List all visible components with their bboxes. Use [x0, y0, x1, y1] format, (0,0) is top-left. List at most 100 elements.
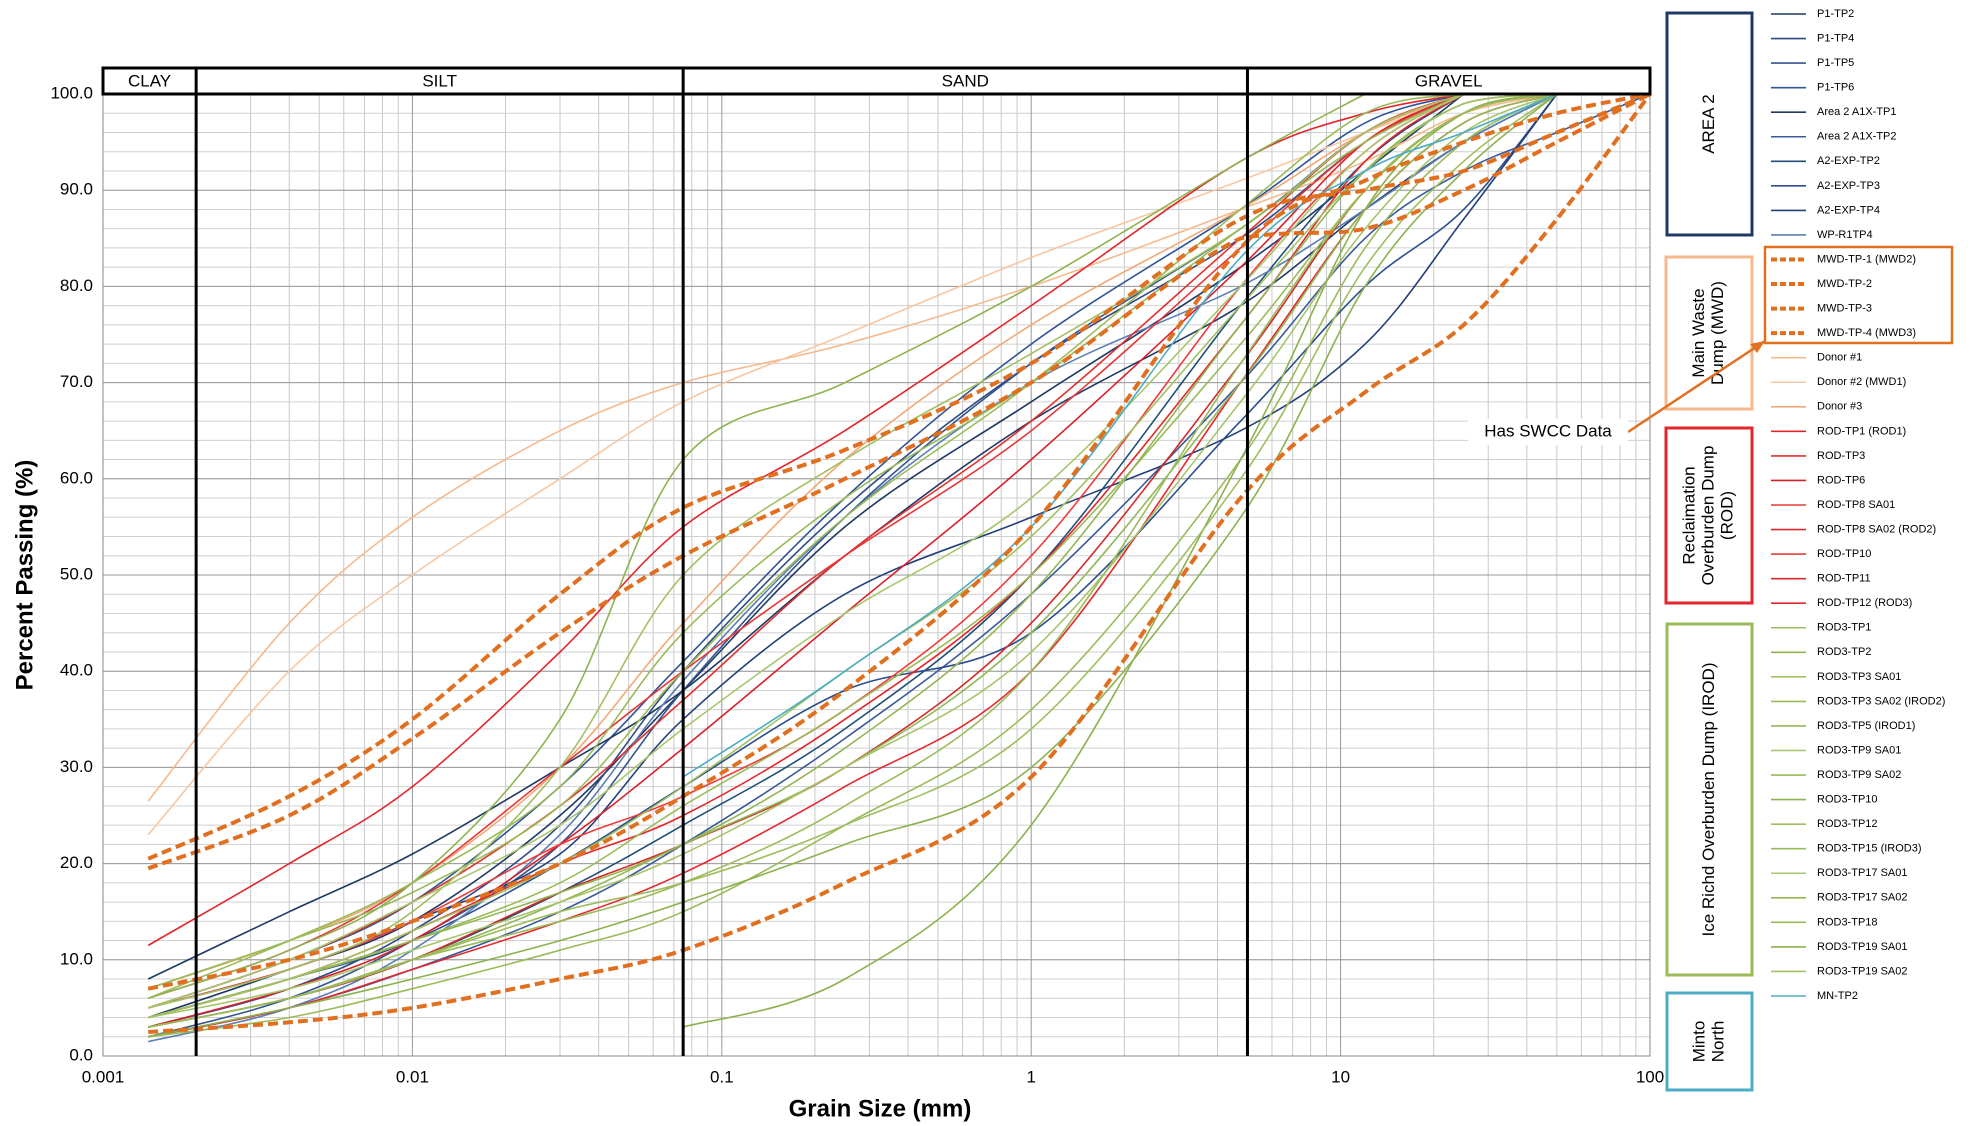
series-line [147, 92, 1651, 871]
series-line [148, 93, 1558, 1038]
y-tick-label: 70.0 [60, 372, 93, 391]
series-line [147, 93, 1366, 1000]
y-tick-label: 50.0 [60, 564, 93, 583]
series-line [147, 93, 1465, 1009]
legend-group-box [1664, 255, 1754, 411]
legend-label: Donor #1 [1817, 352, 1862, 364]
zone-label: GRAVEL [1415, 71, 1483, 90]
series-line [148, 93, 1651, 1038]
legend-label: MWD-TP-1 (MWD2) [1817, 253, 1916, 265]
x-tick-label: 0.001 [82, 1067, 125, 1086]
legend-label: MN-TP2 [1817, 990, 1858, 1002]
legend-label: ROD-TP8 SA01 [1817, 499, 1895, 511]
legend-group-label: Main Waste [1689, 288, 1708, 377]
legend-label: ROD-TP11 [1817, 573, 1871, 585]
series-line [147, 93, 1464, 990]
legend-group-label: Overburden Dump [1698, 446, 1717, 586]
legend-label: A2-EXP-TP3 [1817, 180, 1880, 192]
annotation-arrow [1627, 339, 1766, 434]
series-line [147, 93, 1464, 1009]
legend-label: ROD3-TP17 SA01 [1817, 867, 1907, 879]
legend-group-label: North [1708, 1021, 1727, 1063]
legend-label: MWD-TP-2 [1817, 278, 1872, 290]
series-line [147, 92, 1651, 861]
y-tick-label: 0.0 [69, 1045, 93, 1064]
series-line [148, 93, 1558, 1019]
x-tick-label: 0.01 [396, 1067, 429, 1086]
legend-label: ROD3-TP19 SA02 [1817, 965, 1907, 977]
legend-label: MWD-TP-3 [1817, 303, 1872, 315]
annotation-highlight [1763, 245, 1954, 345]
legend-label: ROD3-TP9 SA02 [1817, 769, 1901, 781]
legend-label: Donor #2 (MWD1) [1817, 376, 1906, 388]
legend-group-box [1665, 991, 1754, 1092]
series-line [147, 93, 1464, 1009]
legend-label: ROD3-TP18 [1817, 916, 1878, 928]
legend-label: P1-TP6 [1817, 82, 1854, 94]
series-line [682, 93, 1558, 778]
x-axis-title: Grain Size (mm) [789, 1095, 972, 1122]
legend-label: WP-R1TP4 [1817, 229, 1873, 241]
legend-label: Donor #3 [1817, 401, 1862, 413]
y-tick-label: 80.0 [60, 276, 93, 295]
annotation-arrowhead [1750, 341, 1765, 353]
y-axis-title: Percent Passing (%) [11, 460, 38, 691]
legend-label: ROD3-TP12 [1817, 818, 1878, 830]
series-line [147, 93, 1465, 1028]
legend-label: ROD3-TP5 (IROD1) [1817, 720, 1915, 732]
y-tick-label: 30.0 [60, 757, 93, 776]
legend-label: ROD3-TP1 [1817, 622, 1871, 634]
legend-label: ROD-TP10 [1817, 548, 1871, 560]
legend-label: ROD3-TP19 SA01 [1817, 941, 1907, 953]
legend-label: A2-EXP-TP4 [1817, 204, 1880, 216]
series-line [148, 93, 1558, 1028]
annotation: Has SWCC Data [1484, 421, 1612, 440]
legend-label: ROD3-TP3 SA02 (IROD2) [1817, 695, 1945, 707]
series-line [147, 93, 1465, 1000]
series-line [147, 93, 1464, 947]
legend-label: ROD3-TP2 [1817, 646, 1871, 658]
legend-label: P1-TP4 [1817, 32, 1854, 44]
legend-label: A2-EXP-TP2 [1817, 155, 1880, 167]
series-line [147, 92, 1651, 991]
series-line [682, 93, 1558, 1028]
legend-group-box [1664, 426, 1754, 605]
series-line [148, 93, 1558, 1043]
zone-band [101, 66, 1652, 96]
y-tick-label: 60.0 [60, 468, 93, 487]
y-tick-label: 100.0 [50, 83, 93, 102]
series-line [147, 93, 1558, 802]
legend-group-box [1665, 622, 1754, 977]
legend-label: ROD3-TP9 SA01 [1817, 744, 1901, 756]
series-line [147, 93, 1464, 990]
legend-label: ROD3-TP17 SA02 [1817, 892, 1907, 904]
y-tick-label: 40.0 [60, 661, 93, 680]
legend-label: ROD-TP8 SA02 (ROD2) [1817, 523, 1936, 535]
x-tick-label: 100 [1636, 1067, 1664, 1086]
series-line [148, 92, 1652, 1034]
x-tick-label: 1 [1026, 1067, 1035, 1086]
legend-label: ROD3-TP10 [1817, 794, 1878, 806]
legend-group-label: Ice Richd Overburden Dump (IROD) [1699, 663, 1718, 937]
legend-group-label: AREA 2 [1699, 94, 1718, 154]
zone-label: SILT [422, 71, 457, 90]
legend-label: Area 2 A1X-TP1 [1817, 106, 1897, 118]
y-tick-label: 10.0 [60, 949, 93, 968]
series-line [147, 93, 1464, 836]
legend-group-box [1665, 11, 1754, 237]
legend-label: ROD-TP1 (ROD1) [1817, 425, 1906, 437]
y-tick-label: 90.0 [60, 180, 93, 199]
annotation-bg [1468, 419, 1628, 445]
legend-label: ROD3-TP15 (IROD3) [1817, 843, 1922, 855]
legend-label: ROD-TP12 (ROD3) [1817, 597, 1912, 609]
legend-group-label: Minto [1689, 1021, 1708, 1063]
x-tick-label: 0.1 [710, 1067, 734, 1086]
zone-label: SAND [942, 71, 989, 90]
series-line [147, 93, 1465, 1000]
legend-label: P1-TP2 [1817, 8, 1854, 20]
zone-label: CLAY [128, 71, 171, 90]
legend-label: ROD3-TP3 SA01 [1817, 671, 1901, 683]
y-tick-label: 20.0 [60, 853, 93, 872]
legend-group-label: (ROD) [1717, 491, 1736, 540]
legend-label: P1-TP5 [1817, 57, 1854, 69]
